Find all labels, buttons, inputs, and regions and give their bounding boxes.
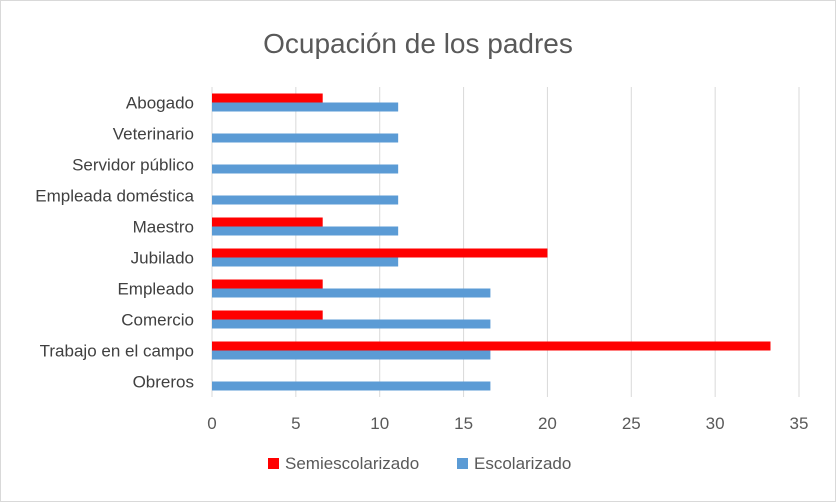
bar-semiescolarizado — [212, 248, 548, 258]
category-label: Comercio — [121, 311, 194, 330]
bar-semiescolarizado — [212, 217, 323, 227]
bar-escolarizado — [212, 288, 491, 298]
category-label: Obreros — [133, 373, 194, 392]
x-tick-label: 25 — [622, 414, 641, 433]
x-tick-label: 15 — [454, 414, 473, 433]
category-label: Servidor público — [72, 156, 194, 175]
legend: Semiescolarizado Escolarizado — [268, 454, 571, 473]
x-tick-label: 35 — [790, 414, 809, 433]
bar-escolarizado — [212, 319, 491, 329]
x-tick-label: 5 — [291, 414, 300, 433]
chart-title: Ocupación de los padres — [263, 28, 573, 59]
legend-swatch — [457, 458, 468, 469]
legend-label: Escolarizado — [474, 454, 571, 473]
category-label: Trabajo en el campo — [40, 342, 194, 361]
legend-swatch — [268, 458, 279, 469]
category-label: Abogado — [126, 94, 194, 113]
category-label: Maestro — [133, 218, 194, 237]
bar-escolarizado — [212, 257, 399, 267]
category-label: Empleado — [117, 280, 194, 299]
bar-escolarizado — [212, 133, 399, 143]
category-label: Jubilado — [131, 249, 194, 268]
category-label: Veterinario — [113, 125, 194, 144]
bar-escolarizado — [212, 350, 491, 360]
bars — [212, 93, 771, 391]
x-axis-tick-labels: 0 5 10 15 20 25 30 35 — [207, 414, 808, 433]
legend-label: Semiescolarizado — [285, 454, 419, 473]
bar-semiescolarizado — [212, 93, 323, 103]
x-tick-label: 0 — [207, 414, 216, 433]
bar-escolarizado — [212, 381, 491, 391]
bar-escolarizado — [212, 164, 399, 174]
bar-semiescolarizado — [212, 279, 323, 289]
x-tick-label: 20 — [538, 414, 557, 433]
bar-semiescolarizado — [212, 310, 323, 320]
x-tick-label: 30 — [706, 414, 725, 433]
bar-escolarizado — [212, 195, 399, 205]
category-label: Empleada doméstica — [35, 187, 194, 206]
x-tick-label: 10 — [370, 414, 389, 433]
category-labels: Abogado Veterinario Servidor público Emplea… — [35, 94, 194, 392]
bar-escolarizado — [212, 102, 399, 112]
bar-semiescolarizado — [212, 341, 771, 351]
bar-escolarizado — [212, 226, 399, 236]
